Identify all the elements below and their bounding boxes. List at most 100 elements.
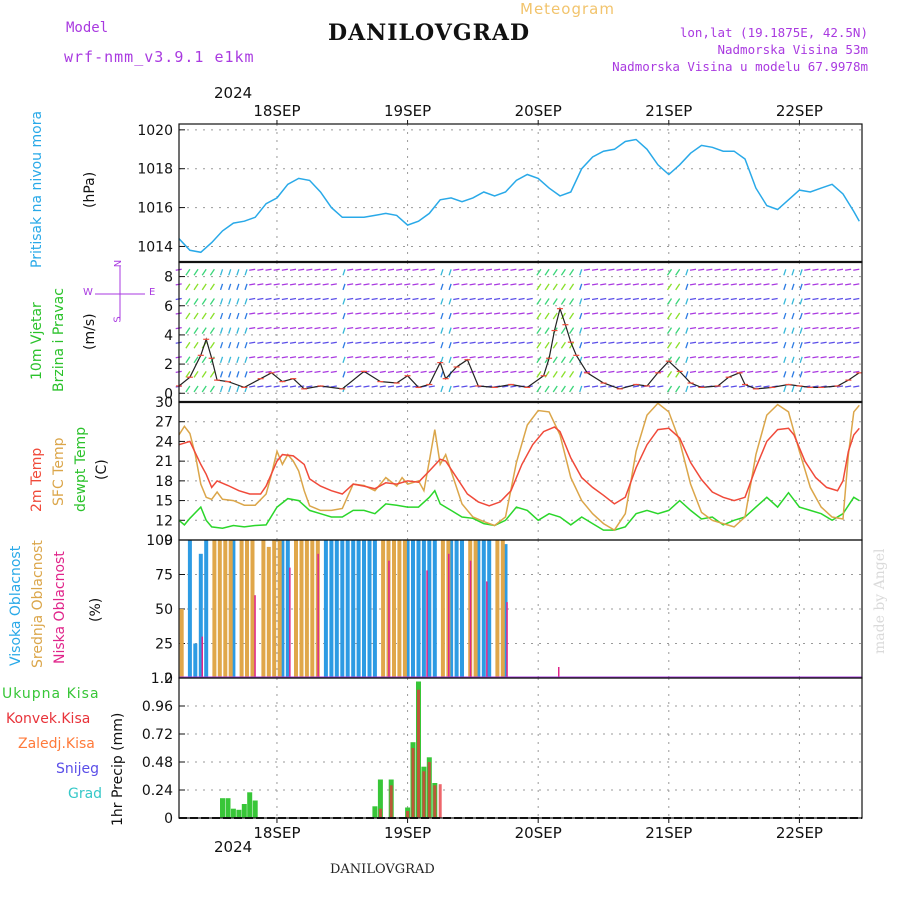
wind-arrow [649,385,656,388]
wind-arrow [579,327,583,334]
wind-arrow [569,298,575,305]
wind-arrow [763,356,770,359]
wind-arrow [799,385,803,393]
precip-bar [438,784,442,818]
wind-arrow [298,283,305,286]
wind-arrow [249,326,256,330]
wind-arrow [347,326,354,330]
wind-arrow [363,326,370,330]
wind-arrow [219,356,224,363]
wind-arrow [461,297,468,301]
wind-arrow [583,341,590,344]
wind-arrow [616,370,623,374]
wind-arrow [675,283,681,291]
wind-arrow [763,341,770,344]
wind-arrow [371,356,378,359]
wind-arrow [371,341,378,344]
wind-arrow [330,297,337,301]
wind-arrow [518,370,525,374]
wind-arrow [363,356,370,359]
pressure-ytick-label: 1016 [137,201,173,217]
wind-arrow [526,356,533,359]
temperature-frame [178,401,863,541]
wind-arrow [747,370,754,374]
wind-arrow [783,356,787,363]
wind-arrow [201,268,207,276]
wind-arrow [828,312,835,315]
wind-arrow [722,283,729,286]
cloud-ytick-label: 25 [155,637,173,653]
wind-arrow [298,312,305,315]
wind-arrow [649,356,656,359]
wind-arrow [845,341,852,344]
wind-arrow [552,371,558,378]
wind-arrow [347,297,354,301]
wind-arrow [396,385,403,388]
wind-arrow [722,341,729,344]
wind-arrow [510,312,517,315]
wind-arrow [853,370,860,374]
wind-arrow [420,370,427,374]
wind-compass: N S W E [83,258,163,328]
cloud-bar [486,581,488,678]
wind-arrow [666,312,673,320]
wind-arrow [314,268,321,271]
wind-arrow [552,283,558,291]
wind-arrow [791,283,795,291]
wind-arrow [281,297,288,301]
wind-arrow [657,356,664,359]
precip-ytick-label: 0.96 [142,699,173,715]
precip-bar [247,792,253,818]
wind-arrow [685,269,689,276]
wind-arrow [536,312,542,320]
wind-arrow [771,326,778,330]
wind-arrow [569,312,575,320]
wind-arrow [657,283,664,286]
wind-arrow [281,283,288,286]
wind-arrow [209,371,215,378]
wind-arrow [763,326,770,330]
cloud-bar [323,540,328,678]
wind-arrow [820,297,827,301]
wind-arrow [228,342,232,349]
wind-arrow [306,370,313,374]
wind-arrow [306,341,313,344]
precip-bar [411,748,415,818]
wind-arrow [363,341,370,344]
wind-arrow [448,269,452,276]
wind-arrow [812,268,819,271]
wind-arrow [560,327,566,334]
wind-arrow [536,385,542,393]
wind-arrow [396,268,403,271]
cloud-bar [250,540,255,678]
wind-arrow [322,326,329,330]
wind-arrow [448,385,452,393]
wind-arrow [591,312,599,315]
wind-arrow [477,370,484,374]
wind-arrow [440,342,444,349]
wind-arrow [600,297,607,301]
wind-arrow [560,341,566,349]
wind-arrow [552,341,558,349]
wind-arrow [738,297,746,301]
wind-arrow [396,341,403,344]
wind-arrow [783,283,787,291]
wind-arrow [257,341,264,344]
wind-arrow [616,341,623,344]
wind-arrow [536,356,542,364]
precip-bar [225,798,231,818]
wind-arrow [281,341,288,344]
wind-arrow [289,326,297,330]
wind-arrow [219,342,224,349]
wind-arrow [412,370,419,374]
wind-arrow [257,268,264,271]
wind-arrow [428,283,435,286]
wind-arrow [698,326,705,330]
wind-arrow [477,268,484,271]
wind-arrow [461,385,468,388]
wind-arrow [477,297,484,301]
wind-arrow [698,297,705,301]
wind-arrow [265,283,272,286]
wind-arrow [265,356,272,359]
wind-arrow [632,370,639,374]
